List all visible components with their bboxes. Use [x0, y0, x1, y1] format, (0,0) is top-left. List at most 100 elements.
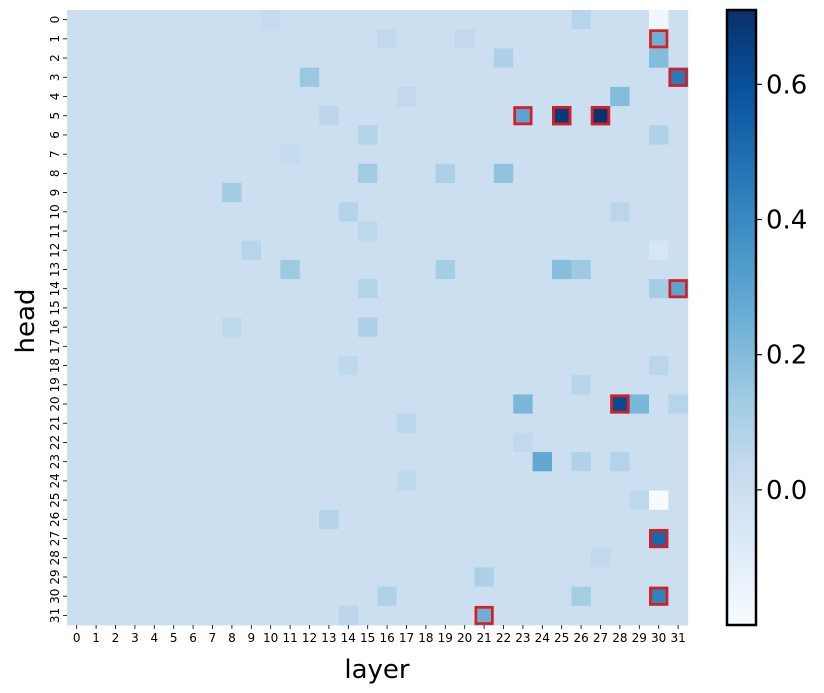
y-tick-label: 30 — [48, 589, 62, 604]
heatmap-cell — [164, 490, 184, 511]
heatmap-cell — [571, 432, 592, 453]
heatmap-cell — [319, 452, 339, 472]
heatmap-cell — [649, 586, 669, 607]
heatmap-cell — [319, 605, 339, 626]
heatmap-cell — [144, 432, 165, 453]
heatmap-cell — [610, 317, 630, 338]
heatmap-cell — [590, 394, 611, 415]
heatmap-cell — [261, 67, 281, 88]
heatmap-cell — [416, 452, 436, 472]
heatmap-cell — [125, 29, 145, 49]
heatmap-cell — [377, 509, 398, 530]
heatmap-cell — [435, 336, 456, 357]
heatmap-cell — [629, 432, 650, 453]
heatmap-cell — [590, 471, 611, 491]
heatmap-cell — [377, 240, 398, 261]
heatmap-cell — [396, 48, 417, 69]
y-tick-label: 21 — [48, 416, 62, 431]
heatmap-cell — [571, 317, 592, 338]
heatmap-cell — [610, 298, 630, 318]
heatmap-cell — [532, 586, 553, 607]
heatmap-cell — [86, 67, 107, 88]
heatmap-cell — [668, 567, 689, 587]
heatmap-cell — [319, 336, 339, 357]
heatmap-cell — [590, 567, 611, 587]
heatmap-cell — [319, 528, 339, 549]
heatmap-cells — [67, 10, 689, 626]
heatmap-cell — [280, 375, 301, 395]
heatmap-cell — [202, 471, 223, 491]
heatmap-cell — [261, 605, 281, 626]
x-axis-ticks: 0 1 2 3 4 5 6 7 8 9 10 11 12 13 14 15 16 17 18 19 20 21 22 23 24… — [73, 625, 686, 645]
heatmap-cell — [125, 432, 145, 453]
heatmap-cell — [416, 509, 436, 530]
heatmap-cell — [377, 586, 398, 607]
heatmap-cell — [144, 106, 165, 126]
heatmap-cell — [377, 182, 398, 203]
heatmap-cell — [105, 452, 126, 472]
heatmap-cell — [552, 336, 572, 357]
heatmap-cell — [590, 336, 611, 357]
heatmap-cell — [222, 413, 242, 434]
heatmap-cell — [202, 125, 223, 145]
heatmap-cell — [590, 106, 611, 126]
heatmap-cell — [396, 86, 417, 107]
heatmap-cell — [299, 182, 320, 203]
heatmap-cell — [241, 259, 262, 280]
heatmap-cell — [358, 144, 378, 165]
y-axis-ticks: 0123456789101112131415161718192021222324… — [48, 16, 67, 623]
heatmap-cell — [668, 375, 689, 395]
heatmap-cell — [358, 298, 378, 318]
heatmap-cell — [67, 202, 87, 222]
heatmap-cell — [358, 452, 378, 472]
heatmap-cell — [222, 471, 242, 491]
heatmap-cell — [396, 432, 417, 453]
y-tick-label: 2 — [48, 54, 62, 62]
heatmap-cell — [105, 67, 126, 88]
heatmap-cell — [474, 336, 495, 357]
heatmap-cell — [241, 471, 262, 491]
heatmap-cell — [649, 317, 669, 338]
heatmap-cell — [629, 202, 650, 222]
heatmap-cell — [396, 125, 417, 145]
heatmap-cell — [493, 375, 514, 395]
heatmap-cell — [629, 29, 650, 49]
heatmap-cell — [358, 586, 378, 607]
highlight-box — [649, 586, 669, 606]
heatmap-cell — [86, 586, 107, 607]
heatmap-cell — [299, 202, 320, 222]
heatmap-cell — [552, 586, 572, 607]
heatmap-cell — [105, 86, 126, 107]
heatmap-cell — [144, 163, 165, 184]
heatmap-cell — [474, 317, 495, 338]
heatmap-cell — [668, 106, 689, 126]
heatmap-cell — [338, 259, 359, 280]
heatmap-cell — [222, 452, 242, 472]
heatmap-cell — [105, 586, 126, 607]
heatmap-cell — [183, 182, 204, 203]
heatmap-cell — [590, 279, 611, 299]
heatmap-cell — [183, 259, 204, 280]
heatmap-cell — [144, 29, 165, 49]
colorbar-tick-label: 0.0 — [766, 476, 807, 506]
heatmap-cell — [86, 413, 107, 434]
heatmap-cell — [241, 202, 262, 222]
y-tick-label: 13 — [48, 262, 62, 277]
heatmap-cell — [455, 29, 475, 49]
heatmap-cell — [493, 29, 514, 49]
heatmap-cell — [396, 336, 417, 357]
heatmap-cell — [474, 48, 495, 69]
heatmap-cell — [261, 355, 281, 376]
heatmap-cell — [299, 67, 320, 88]
heatmap-cell — [358, 259, 378, 280]
heatmap-cell — [338, 586, 359, 607]
heatmap-cell — [125, 586, 145, 607]
heatmap-cell — [105, 182, 126, 203]
heatmap-cell — [280, 605, 301, 626]
heatmap-cell — [668, 144, 689, 165]
heatmap-cell — [513, 548, 533, 568]
heatmap-cell — [649, 336, 669, 357]
heatmap-cell — [571, 202, 592, 222]
heatmap-cell — [590, 586, 611, 607]
heatmap-cell — [358, 279, 378, 299]
